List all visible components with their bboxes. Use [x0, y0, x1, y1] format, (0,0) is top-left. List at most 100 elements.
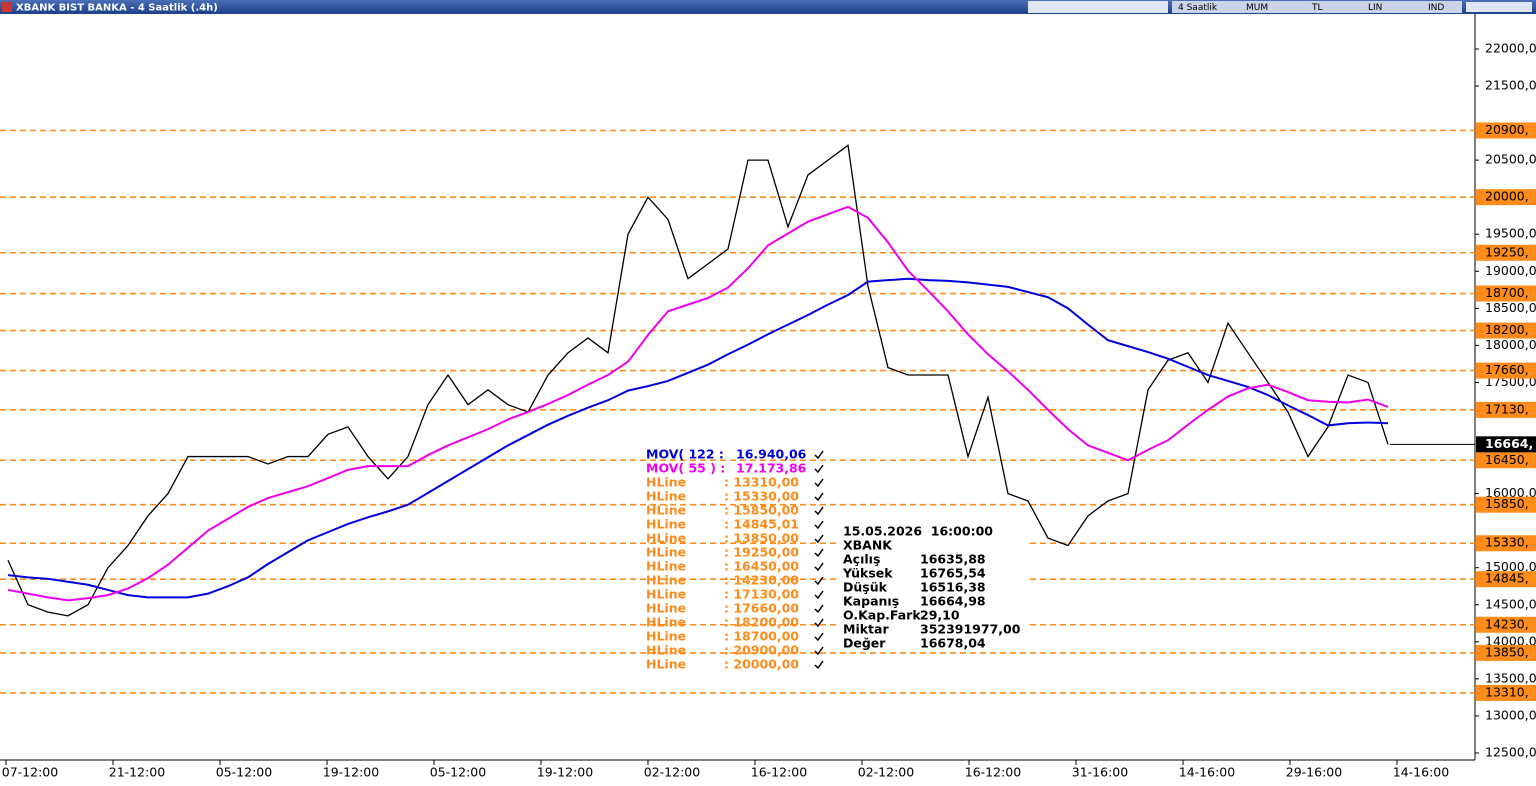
moving-average — [7, 277, 1389, 599]
hline-label: 14230, — [1485, 616, 1529, 631]
check-icon — [814, 660, 824, 670]
y-tick-label: 15000,0 — [1485, 559, 1536, 574]
hline-label-box — [1476, 452, 1536, 469]
legend-name: MOV( 55 ) : — [646, 461, 725, 476]
legend-value: : 14230,00 — [724, 573, 799, 588]
legend-value: : 17130,00 — [724, 587, 799, 602]
info-value: 16664,98 — [920, 594, 986, 609]
y-tick-label: 13500,0 — [1485, 670, 1536, 685]
check-icon — [814, 646, 824, 656]
legend-value: : 17660,00 — [724, 601, 799, 616]
info-label: Miktar — [843, 622, 889, 637]
legend-name: HLine — [646, 489, 686, 504]
x-tick-label: 14-16:00 — [1393, 765, 1449, 780]
hline-label: 17130, — [1485, 401, 1529, 416]
check-icon — [814, 492, 824, 502]
check-icon — [814, 534, 824, 544]
x-tick-label: 16-12:00 — [965, 765, 1021, 780]
info-box — [840, 522, 1026, 652]
legend-value: 16.940,06 — [736, 447, 807, 462]
hline-label-box — [1476, 244, 1536, 261]
toolbar-item[interactable]: LIN — [1368, 3, 1382, 13]
y-tick-label: 12500,0 — [1485, 744, 1536, 759]
hline-label-box — [1476, 571, 1536, 588]
legend-value: : 18700,00 — [724, 629, 799, 644]
check-icon — [814, 632, 824, 642]
y-tick-label: 22000,0 — [1485, 40, 1536, 55]
y-tick-label: 14500,0 — [1485, 596, 1536, 611]
hline-label-box — [1476, 401, 1536, 418]
hline-label: 20900, — [1485, 122, 1529, 137]
check-icon — [814, 604, 824, 614]
hline-label: 17660, — [1485, 362, 1529, 377]
legend-value: : 16450,00 — [724, 559, 799, 574]
legend-value: : 19250,00 — [724, 545, 799, 560]
legend-value: : 18200,00 — [724, 615, 799, 630]
last-price-label: 16664, — [1485, 436, 1533, 451]
toolbar-item[interactable]: MUM — [1246, 3, 1268, 13]
info-label: Açılış — [843, 552, 880, 567]
y-tick-label: 19000,0 — [1485, 263, 1536, 278]
legend-name: HLine — [646, 587, 686, 602]
toolbar-item[interactable]: 4 Saatlik — [1178, 3, 1218, 13]
info-label: Kapanış — [843, 594, 899, 609]
x-tick-label: 16-12:00 — [751, 765, 807, 780]
info-symbol: XBANK — [843, 538, 893, 553]
legend-value: : 15330,00 — [724, 489, 799, 504]
hline-label-box — [1476, 122, 1536, 139]
legend-name: HLine — [646, 517, 686, 532]
y-tick-label: 18500,0 — [1485, 300, 1536, 315]
hline-label: 20000, — [1485, 189, 1529, 204]
y-tick-label: 20500,0 — [1485, 152, 1536, 167]
y-tick-label: 13000,0 — [1485, 707, 1536, 722]
close-icon[interactable] — [2, 2, 12, 12]
hline-label: 18200, — [1485, 322, 1529, 337]
legend-name: HLine — [646, 503, 686, 518]
x-tick-label: 02-12:00 — [858, 765, 914, 780]
info-value: 16516,38 — [920, 580, 986, 595]
info-label: Yüksek — [842, 566, 893, 581]
x-tick-label: 21-12:00 — [109, 765, 165, 780]
hline-label: 13310, — [1485, 684, 1529, 699]
hline-label-box — [1476, 496, 1536, 513]
legend-name: MOV( 122 : — [646, 447, 724, 462]
info-datetime: 15.05.2026 16:00:00 — [843, 524, 993, 539]
toolbar — [1172, 1, 1462, 13]
hline-label-box — [1476, 644, 1536, 661]
y-tick-label: 16000,0 — [1485, 485, 1536, 500]
hline-label-box — [1476, 684, 1536, 701]
hline-label-box — [1476, 189, 1536, 206]
check-icon — [814, 590, 824, 600]
legend-name: HLine — [646, 545, 686, 560]
info-label: Düşük — [843, 580, 888, 595]
hline-label-box — [1476, 285, 1536, 302]
x-tick-label: 14-16:00 — [1179, 765, 1235, 780]
toolbar-item[interactable]: TL — [1311, 3, 1323, 13]
toolbar-item[interactable]: IND — [1428, 3, 1444, 13]
x-tick-label: 19-12:00 — [537, 765, 593, 780]
legend-name: HLine — [646, 559, 686, 574]
y-tick-label: 19500,0 — [1485, 226, 1536, 241]
hline-label: 15850, — [1485, 496, 1529, 511]
x-tick-label: 05-12:00 — [216, 765, 272, 780]
hline-label-box — [1476, 322, 1536, 339]
legend-name: HLine — [646, 629, 686, 644]
window-buttons[interactable] — [1466, 2, 1532, 12]
info-value: 352391977,00 — [920, 622, 1021, 637]
legend-value: : 13850,00 — [724, 531, 799, 546]
info-value: 16678,04 — [920, 636, 986, 651]
legend-value: : 13310,00 — [724, 475, 799, 490]
check-icon — [814, 450, 824, 460]
check-icon — [814, 520, 824, 530]
hline-label: 15330, — [1485, 535, 1529, 550]
y-tick-label: 18000,0 — [1485, 337, 1536, 352]
legend-value: : 20000,00 — [724, 657, 799, 672]
toolbar-icons[interactable] — [1028, 1, 1168, 13]
check-icon — [814, 478, 824, 488]
x-tick-label: 31-16:00 — [1072, 765, 1128, 780]
x-tick-label: 05-12:00 — [430, 765, 486, 780]
x-tick-label: 29-16:00 — [1286, 765, 1342, 780]
check-icon — [814, 618, 824, 628]
